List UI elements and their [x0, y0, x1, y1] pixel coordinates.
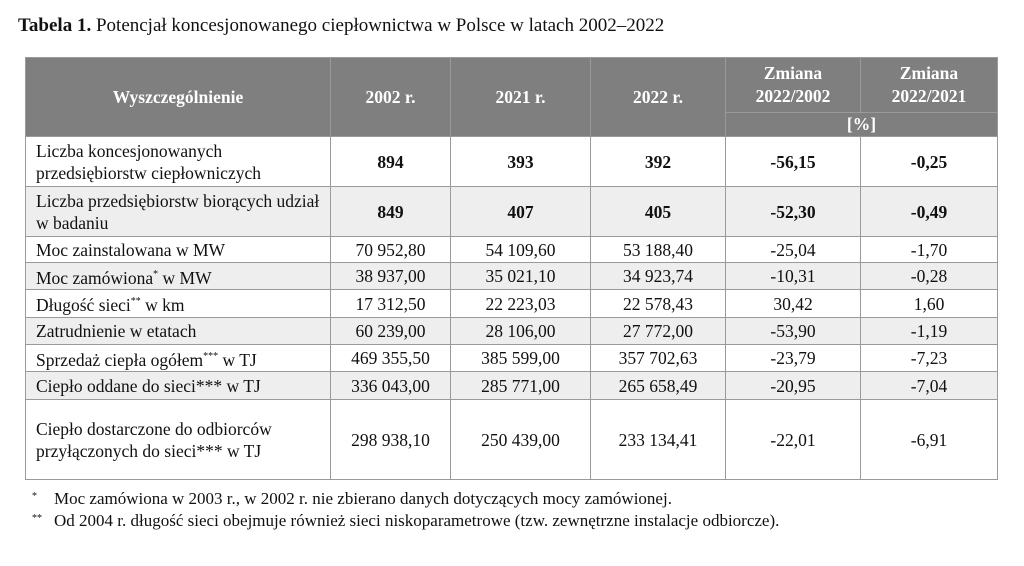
value-cell: -7,23 [860, 344, 998, 372]
title-label: Tabela 1. [18, 15, 92, 36]
value-cell: 849 [330, 186, 451, 237]
label-part: Moc zamówiona [36, 267, 154, 288]
label-part: *** [203, 350, 219, 362]
unit-cell: [%] [725, 112, 998, 137]
value-cell: 407 [450, 186, 591, 237]
value-cell: 250 439,00 [450, 399, 591, 480]
value-cell: 405 [590, 186, 726, 237]
value-cell: 1,60 [860, 289, 998, 318]
value-cell: 894 [330, 136, 451, 187]
value-cell: -23,79 [725, 344, 861, 372]
value-cell: 385 599,00 [450, 344, 591, 372]
value-cell: 469 355,50 [330, 344, 451, 372]
value-cell: 35 021,10 [450, 262, 591, 290]
value-cell: 30,42 [725, 289, 861, 318]
footnote-mark: * [32, 491, 37, 502]
header-cell: 2002 r. [330, 57, 451, 137]
value-cell: -52,30 [725, 186, 861, 237]
value-cell: -1,19 [860, 317, 998, 345]
value-cell: 22 223,03 [450, 289, 591, 318]
row-label: Ciepło oddane do sieci*** w TJ [25, 371, 331, 400]
value-cell: 27 772,00 [590, 317, 726, 345]
table-row: Sprzedaż ciepła ogółem*** w TJ 469 355,50… [25, 344, 998, 372]
footnotes: * Moc zamówiona w 2003 r., w 2002 r. nie … [32, 488, 1000, 532]
value-cell: 336 043,00 [330, 371, 451, 400]
value-cell: -6,91 [860, 399, 998, 480]
table-title: Tabela 1. Potencjał koncesjonowanego cie… [18, 15, 664, 37]
footnote: * Moc zamówiona w 2003 r., w 2002 r. nie … [32, 488, 1000, 510]
label-part: Długość sieci [36, 294, 131, 315]
value-cell: -7,04 [860, 371, 998, 400]
table-row: Zatrudnienie w etatach 60 239,00 28 106,00… [25, 317, 998, 345]
row-label: Długość sieci** w km [25, 289, 331, 318]
value-cell: 54 109,60 [450, 236, 591, 263]
row-label: Ciepło dostarczone do odbiorców przyłącz… [25, 399, 331, 480]
title-text: Potencjał koncesjonowanego ciepłownictwa… [95, 15, 665, 36]
value-cell: 265 658,49 [590, 371, 726, 400]
header-cell: Wyszczególnienie [25, 57, 331, 137]
row-label: Moc zainstalowana w MW [25, 236, 331, 263]
label-part: w km [140, 294, 185, 315]
header-cell: Zmiana 2022/2002 [725, 57, 861, 113]
value-cell: 70 952,80 [330, 236, 451, 263]
footnote: ** Od 2004 r. długość sieci obejmuje równ… [32, 510, 1000, 532]
label-part: w TJ [218, 349, 257, 370]
label-part: Zatrudnienie w etatach [36, 321, 197, 341]
value-cell: -22,01 [725, 399, 861, 480]
footnote-mark: ** [32, 513, 42, 524]
value-cell: 285 771,00 [450, 371, 591, 400]
row-label: Liczba przedsiębiorstw biorących udział … [25, 186, 331, 237]
table-row: Liczba przedsiębiorstw biorących udział … [25, 186, 998, 237]
table-row: Moc zainstalowana w MW 70 952,80 54 109,60… [25, 236, 998, 263]
table-row: Ciepło oddane do sieci*** w TJ 336 043,00… [25, 371, 998, 400]
label-part: w MW [158, 267, 212, 288]
label-part: Liczba przedsiębiorstw biorących udział … [36, 190, 320, 233]
value-cell: 393 [450, 136, 591, 187]
label-part: Moc zainstalowana w MW [36, 239, 226, 260]
value-cell: 38 937,00 [330, 262, 451, 290]
value-cell: -10,31 [725, 262, 861, 290]
row-label: Liczba koncesjonowanych przedsiębiorstw … [25, 136, 331, 187]
row-label: Zatrudnienie w etatach [25, 317, 331, 345]
value-cell: -25,04 [725, 236, 861, 263]
label-part: ** [130, 296, 141, 308]
data-table: Wyszczególnienie 2002 r. 2021 r. 2022 r.… [25, 57, 998, 480]
value-cell: -0,49 [860, 186, 998, 237]
header-cell: 2022 r. [590, 57, 726, 137]
label-part: * [153, 268, 159, 280]
value-cell: 17 312,50 [330, 289, 451, 318]
value-cell: 233 134,41 [590, 399, 726, 480]
footnote-text: Moc zamówiona w 2003 r., w 2002 r. nie z… [54, 489, 672, 508]
table-row: Ciepło dostarczone do odbiorców przyłącz… [25, 399, 998, 480]
value-cell: -0,28 [860, 262, 998, 290]
value-cell: -1,70 [860, 236, 998, 263]
value-cell: 298 938,10 [330, 399, 451, 480]
value-cell: 34 923,74 [590, 262, 726, 290]
label-part: Liczba koncesjonowanych przedsiębiorstw … [36, 140, 261, 183]
value-cell: -56,15 [725, 136, 861, 187]
value-cell: 28 106,00 [450, 317, 591, 345]
header-cell: 2021 r. [450, 57, 591, 137]
value-cell: 357 702,63 [590, 344, 726, 372]
header-cell: Zmiana 2022/2021 [860, 57, 998, 113]
value-cell: -53,90 [725, 317, 861, 345]
value-cell: -20,95 [725, 371, 861, 400]
value-cell: 60 239,00 [330, 317, 451, 345]
value-cell: 53 188,40 [590, 236, 726, 263]
label-part: Ciepło oddane do sieci*** w TJ [36, 375, 261, 396]
table-row: Moc zamówiona* w MW 38 937,00 35 021,10 34 … [25, 262, 998, 290]
value-cell: -0,25 [860, 136, 998, 187]
value-cell: 392 [590, 136, 726, 187]
table-row: Liczba koncesjonowanych przedsiębiorstw … [25, 136, 998, 187]
row-label: Sprzedaż ciepła ogółem*** w TJ [25, 344, 331, 372]
row-label: Moc zamówiona* w MW [25, 262, 331, 290]
value-cell: 22 578,43 [590, 289, 726, 318]
table-row: Długość sieci** w km 17 312,50 22 223,03 22… [25, 289, 998, 318]
label-part: Ciepło dostarczone do odbiorców przyłącz… [36, 418, 272, 461]
footnote-text: Od 2004 r. długość sieci obejmuje równie… [54, 511, 780, 530]
label-part: Sprzedaż ciepła ogółem [36, 349, 204, 370]
